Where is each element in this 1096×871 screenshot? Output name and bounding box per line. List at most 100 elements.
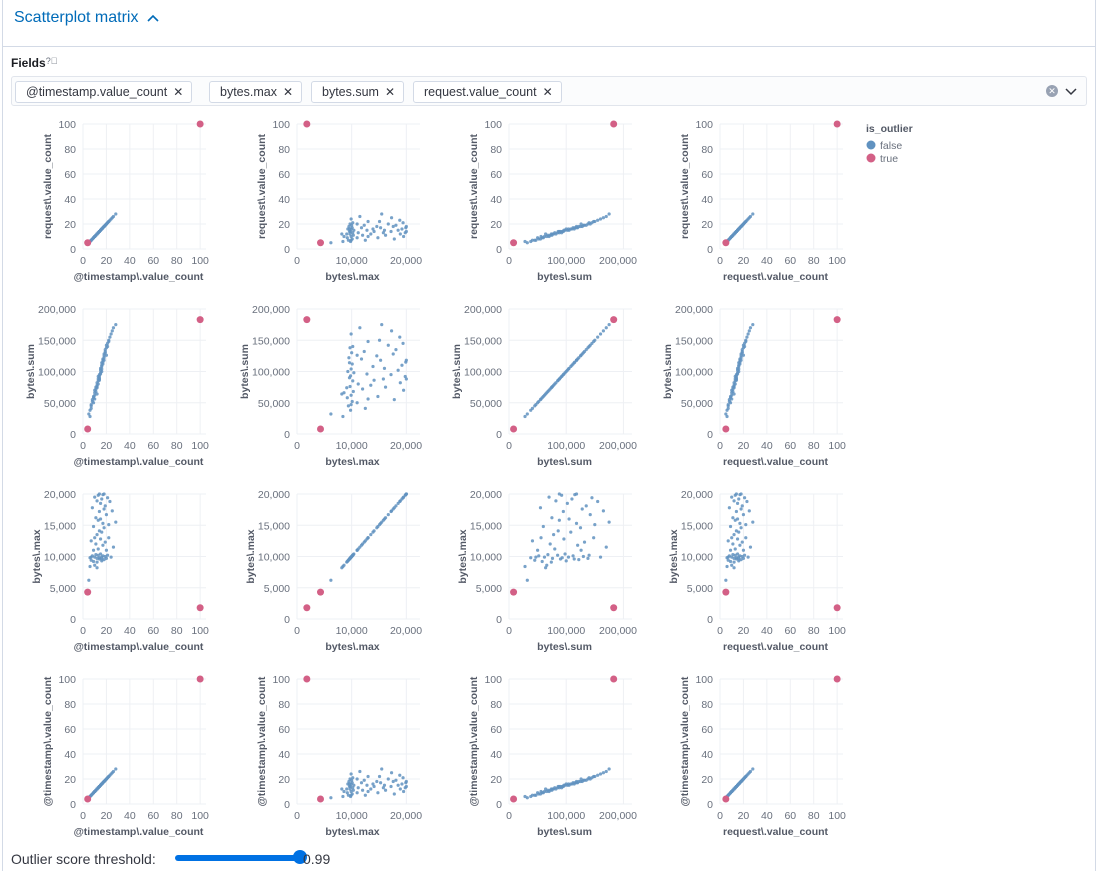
outlier-point xyxy=(833,120,841,128)
outlier-point xyxy=(833,316,841,324)
data-point xyxy=(737,364,741,369)
outlier-point xyxy=(510,588,518,596)
data-point xyxy=(347,361,352,365)
data-point xyxy=(539,789,543,794)
data-point xyxy=(596,335,600,339)
data-point xyxy=(351,776,355,780)
data-point xyxy=(730,555,734,559)
slider-thumb[interactable] xyxy=(292,850,307,864)
y-tick-label: 80 xyxy=(701,699,713,711)
data-point xyxy=(371,364,375,369)
data-point xyxy=(98,537,103,541)
data-point xyxy=(358,769,362,774)
scatter-cell: 0 20 40 60 80 100 0 5,000 10,000 15,000 20,000 requ… xyxy=(668,489,846,653)
y-tick-label: 20,000 xyxy=(470,489,502,501)
data-point xyxy=(383,385,388,389)
field-pill-label: @timestamp.value_count xyxy=(26,85,168,99)
field-pill-label: bytes.sum xyxy=(322,85,379,99)
data-point xyxy=(375,779,379,784)
threshold-slider[interactable] xyxy=(175,850,307,864)
data-point xyxy=(366,234,370,239)
data-point xyxy=(346,369,350,374)
data-point xyxy=(347,224,351,229)
data-point xyxy=(743,496,747,500)
data-point xyxy=(392,792,396,796)
data-point xyxy=(97,509,101,514)
data-point xyxy=(530,406,535,410)
data-point xyxy=(534,403,538,407)
x-tick-label: 60 xyxy=(784,255,796,267)
data-point xyxy=(96,547,100,551)
x-tick-label: 20 xyxy=(101,625,113,637)
x-axis-title: @timestamp\.value_count xyxy=(74,271,204,283)
clear-circle-icon[interactable]: ✕ xyxy=(1046,85,1058,97)
data-point xyxy=(396,228,400,232)
cross-icon[interactable]: ✕ xyxy=(282,85,294,99)
data-point xyxy=(93,789,97,794)
data-point xyxy=(382,517,387,521)
chevron-down-icon[interactable] xyxy=(1064,82,1078,100)
cross-icon[interactable]: ✕ xyxy=(542,85,553,99)
x-axis-title: request\.value_count xyxy=(723,271,829,283)
data-point xyxy=(556,529,560,533)
data-point xyxy=(400,363,404,367)
x-axis-title: bytes\.max xyxy=(325,456,379,468)
data-point xyxy=(544,232,548,236)
outlier-point xyxy=(833,675,841,683)
data-point xyxy=(96,553,100,557)
data-point xyxy=(348,784,353,789)
data-point xyxy=(350,226,354,230)
y-tick-label: 150,000 xyxy=(252,335,290,347)
data-point xyxy=(348,222,352,226)
data-point xyxy=(376,236,380,240)
data-point xyxy=(329,241,333,245)
y-axis-title: request\.value_count xyxy=(468,133,480,239)
data-point xyxy=(747,509,751,513)
question-circle-icon[interactable]: ?⃝ xyxy=(45,56,58,66)
data-point xyxy=(366,219,370,224)
data-point xyxy=(103,504,107,508)
y-tick-label: 20 xyxy=(701,219,713,231)
outlier-point xyxy=(510,239,518,247)
x-tick-label: 80 xyxy=(171,440,183,452)
field-pill: bytes.sum ✕ xyxy=(311,81,405,103)
data-point xyxy=(743,553,747,557)
data-point xyxy=(574,358,579,362)
x-tick-label: 200,000 xyxy=(599,625,637,637)
data-point xyxy=(102,507,106,511)
y-tick-label: 60 xyxy=(278,724,290,736)
data-point xyxy=(574,492,579,496)
data-point xyxy=(738,521,742,525)
y-tick-label: 150,000 xyxy=(464,335,502,347)
cross-icon[interactable]: ✕ xyxy=(173,85,184,99)
data-point xyxy=(735,517,740,521)
x-tick-label: 0 xyxy=(294,625,300,637)
x-tick-label: 20,000 xyxy=(390,255,422,267)
data-point xyxy=(748,769,753,774)
data-point xyxy=(731,542,735,546)
data-point xyxy=(732,566,736,570)
x-tick-label: 100 xyxy=(828,255,846,267)
data-point xyxy=(553,382,557,386)
data-point xyxy=(564,782,568,786)
data-point xyxy=(386,222,390,226)
data-point xyxy=(737,530,741,534)
data-point xyxy=(102,779,106,784)
x-tick-label: 40 xyxy=(124,810,136,822)
y-tick-label: 20,000 xyxy=(258,489,290,501)
x-tick-label: 80 xyxy=(808,810,820,822)
section-toggle[interactable]: Scatterplot matrix xyxy=(14,9,160,27)
data-point xyxy=(401,776,405,780)
data-point xyxy=(365,228,369,232)
x-tick-label: 20 xyxy=(738,440,750,452)
y-tick-label: 50,000 xyxy=(681,398,713,410)
data-point xyxy=(724,578,728,582)
data-point xyxy=(403,374,407,379)
data-point xyxy=(359,781,364,785)
fields-combobox[interactable]: @timestamp.value_count ✕ bytes.max ✕ bytes… xyxy=(11,76,1087,106)
y-tick-label: 100 xyxy=(272,674,290,686)
data-point xyxy=(737,557,741,561)
cross-icon[interactable]: ✕ xyxy=(384,85,396,99)
data-point xyxy=(564,227,568,231)
slider-track[interactable] xyxy=(175,855,301,861)
